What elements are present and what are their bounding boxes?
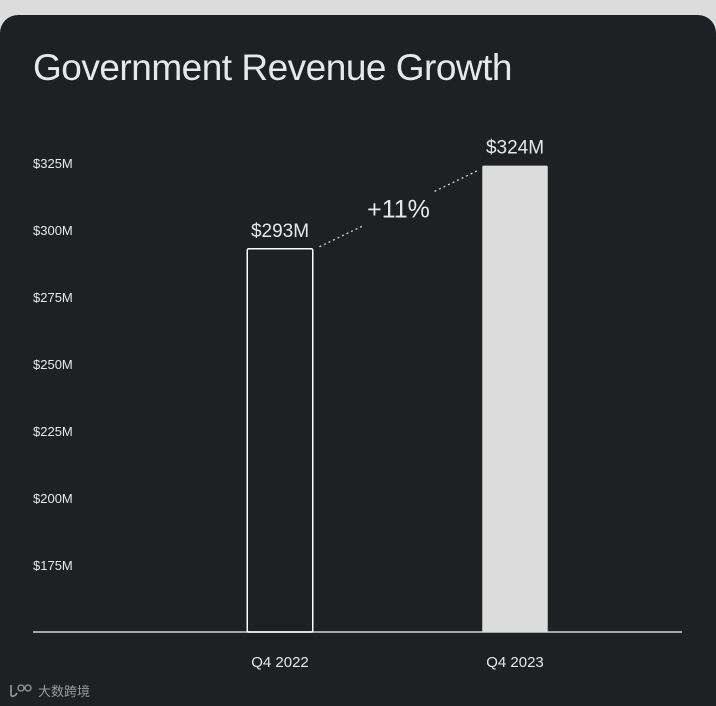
logo-icon [10,683,32,697]
chart-card: Government Revenue Growth $325M $300M $275… [0,15,716,706]
watermark-text: 大数跨境 [38,684,91,699]
bars: $293M $324M [246,138,548,633]
x-tick-label: Q4 2022 [251,654,309,671]
y-tick-label: $325M [33,156,73,171]
y-tick-label: $200M [33,491,73,506]
y-tick-label: $175M [33,558,73,573]
chart-title: Government Revenue Growth [33,47,513,88]
bar-value-label: $324M [486,138,544,159]
bar [246,248,314,633]
y-tick-label: $275M [33,290,73,305]
x-axis-ticks: Q4 2022 Q4 2023 [251,654,544,671]
growth-annotation-label: +11% [367,196,430,224]
annotation-connector [319,225,363,248]
annotation-connector [434,170,478,192]
growth-annotation: +11% [319,170,478,248]
y-tick-label: $250M [33,357,73,372]
y-axis-ticks: $325M $300M $275M $250M $225M $200M $175M [33,156,73,573]
y-tick-label: $225M [33,424,73,439]
bar-chart: $325M $300M $275M $250M $225M $200M $175M $293… [33,138,682,671]
x-tick-label: Q4 2023 [486,654,544,671]
y-tick-label: $300M [33,223,73,238]
bar [482,165,548,632]
bar-value-label: $293M [251,221,309,242]
watermark: 大数跨境 [8,681,90,700]
